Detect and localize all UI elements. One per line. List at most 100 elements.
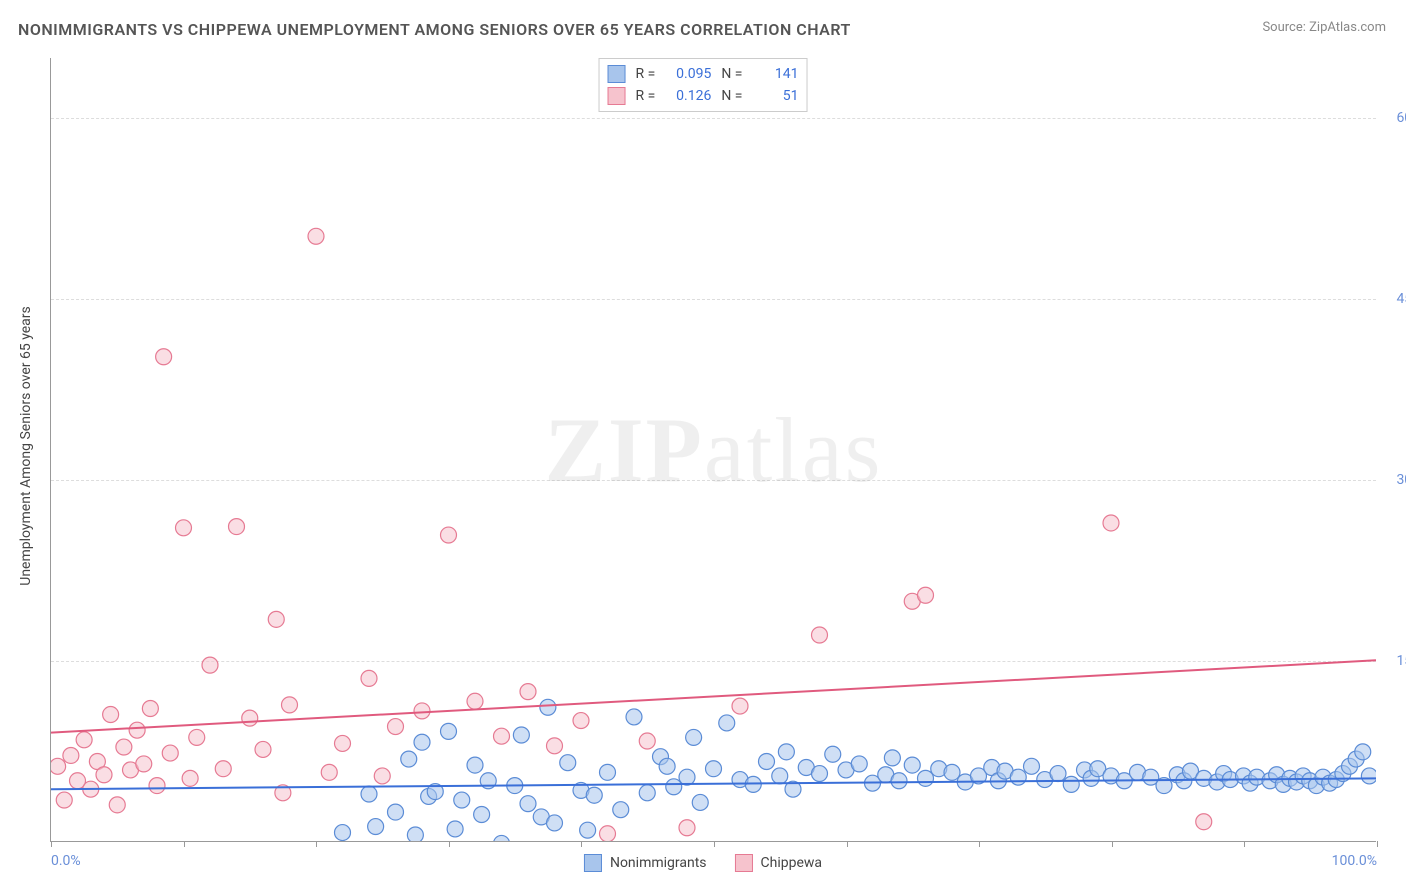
data-point — [162, 745, 178, 761]
x-tick — [184, 841, 185, 847]
data-point — [229, 519, 245, 535]
y-axis-title: Unemployment Among Seniors over 65 years — [18, 306, 34, 586]
n-value-chippewa: 51 — [752, 88, 798, 104]
y-tick-label: 60.0% — [1396, 110, 1406, 126]
n-label: N = — [721, 66, 742, 82]
x-tick — [847, 841, 848, 847]
data-point — [600, 764, 616, 780]
x-tick — [1244, 841, 1245, 847]
data-point — [414, 703, 430, 719]
x-tick — [714, 841, 715, 847]
data-point — [407, 827, 423, 841]
data-point — [156, 349, 172, 365]
data-point — [63, 747, 79, 763]
data-point — [242, 710, 258, 726]
legend-label-nonimmigrants: Nonimmigrants — [610, 855, 707, 871]
source-label: Source: — [1262, 20, 1305, 35]
data-point — [1355, 744, 1371, 760]
data-point — [467, 757, 483, 773]
data-point — [1103, 515, 1119, 531]
r-value-nonimmigrants: 0.095 — [665, 66, 711, 82]
data-point — [215, 761, 231, 777]
data-point — [335, 825, 351, 841]
data-point — [600, 826, 616, 841]
data-point — [1050, 766, 1066, 782]
data-point — [573, 713, 589, 729]
data-point — [268, 611, 284, 627]
data-point — [103, 707, 119, 723]
stats-row-chippewa: R = 0.126 N = 51 — [608, 85, 799, 107]
data-point — [918, 587, 934, 603]
x-tick — [581, 841, 582, 847]
data-point — [547, 738, 563, 754]
data-point — [116, 739, 132, 755]
data-point — [1010, 769, 1026, 785]
bottom-legend: Nonimmigrants Chippewa — [584, 854, 822, 872]
data-point — [547, 815, 563, 831]
data-point — [520, 796, 536, 812]
data-point — [851, 756, 867, 772]
n-value-nonimmigrants: 141 — [752, 66, 798, 82]
data-point — [1063, 776, 1079, 792]
data-point — [454, 792, 470, 808]
data-point — [189, 729, 205, 745]
y-tick-label: 45.0% — [1396, 291, 1406, 307]
legend-item-chippewa: Chippewa — [735, 854, 823, 872]
data-point — [335, 735, 351, 751]
data-point — [1024, 758, 1040, 774]
x-tick — [1377, 841, 1378, 847]
data-point — [540, 699, 556, 715]
stats-row-nonimmigrants: R = 0.095 N = 141 — [608, 63, 799, 85]
x-tick-label: 0.0% — [51, 853, 81, 869]
swatch-chippewa — [608, 87, 626, 105]
stats-legend: R = 0.095 N = 141 R = 0.126 N = 51 — [599, 58, 808, 112]
data-point — [182, 770, 198, 786]
data-point — [659, 758, 675, 774]
data-point — [494, 728, 510, 744]
data-point — [772, 768, 788, 784]
data-point — [884, 750, 900, 766]
data-point — [149, 778, 165, 794]
data-point — [96, 767, 112, 783]
n-label: N = — [721, 88, 742, 104]
data-point — [686, 729, 702, 745]
trend-line — [51, 660, 1376, 732]
data-point — [732, 698, 748, 714]
data-point — [109, 797, 125, 813]
swatch-nonimmigrants — [608, 65, 626, 83]
data-point — [129, 722, 145, 738]
data-point — [441, 527, 457, 543]
data-point — [706, 761, 722, 777]
data-point — [176, 520, 192, 536]
data-point — [719, 715, 735, 731]
x-tick-label: 100.0% — [1332, 853, 1377, 869]
data-point — [692, 794, 708, 810]
data-point — [374, 768, 390, 784]
data-point — [679, 769, 695, 785]
data-point — [944, 764, 960, 780]
data-point — [613, 802, 629, 818]
data-point — [136, 756, 152, 772]
data-point — [361, 786, 377, 802]
data-point — [388, 719, 404, 735]
data-point — [414, 734, 430, 750]
plot-area: ZIPatlas 15.0%30.0%45.0%60.0%0.0%100.0% — [50, 58, 1376, 842]
legend-label-chippewa: Chippewa — [761, 855, 823, 871]
x-tick — [1112, 841, 1113, 847]
x-tick — [449, 841, 450, 847]
data-point — [513, 727, 529, 743]
data-point — [321, 764, 337, 780]
data-point — [401, 751, 417, 767]
data-point — [825, 746, 841, 762]
data-point — [812, 766, 828, 782]
r-label: R = — [636, 88, 656, 104]
data-point — [666, 779, 682, 795]
data-point — [778, 744, 794, 760]
r-value-chippewa: 0.126 — [665, 88, 711, 104]
data-point — [918, 770, 934, 786]
data-point — [759, 754, 775, 770]
source-link[interactable]: ZipAtlas.com — [1309, 20, 1386, 35]
y-tick-label: 15.0% — [1396, 653, 1406, 669]
data-point — [679, 820, 695, 836]
data-point — [586, 787, 602, 803]
